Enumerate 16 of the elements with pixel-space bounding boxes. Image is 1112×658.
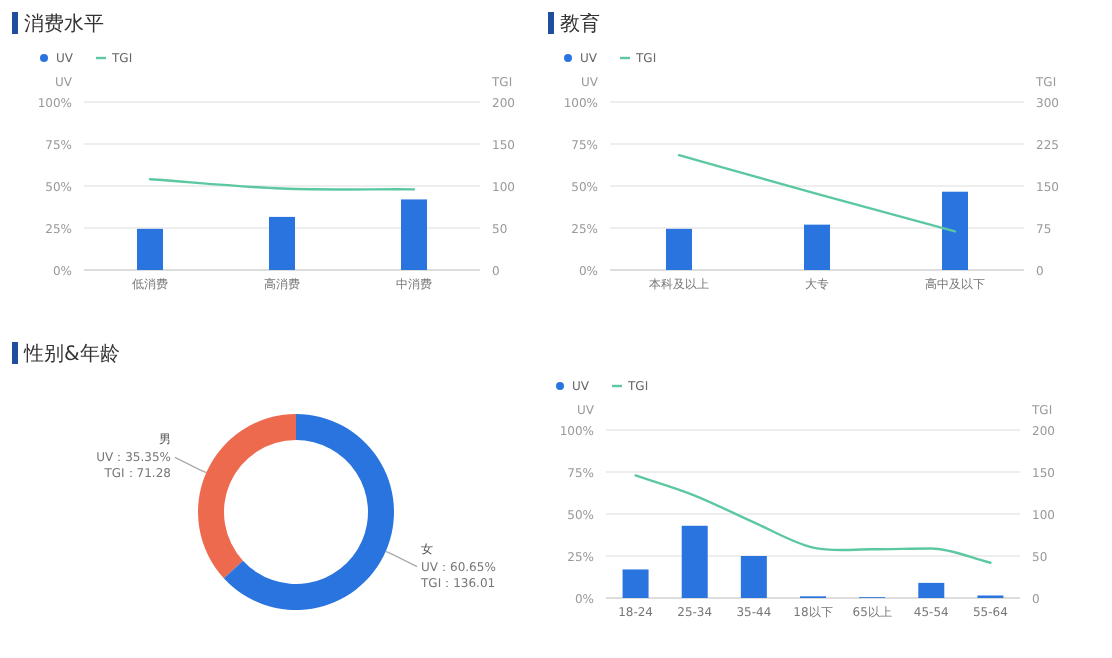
bar: [804, 224, 830, 270]
bar: [401, 199, 427, 270]
chart-title: 消费水平: [24, 12, 104, 36]
bar: [666, 228, 692, 270]
line-series: [634, 474, 992, 564]
bar: [269, 216, 295, 270]
donut-slice: [198, 414, 296, 579]
bar: [681, 525, 708, 598]
bar: [918, 582, 945, 598]
donut-slice: [223, 414, 394, 610]
chart-title: 性别&年龄: [22, 342, 120, 366]
chart-title: 教育: [560, 12, 600, 36]
bar: [137, 228, 163, 270]
bar: [942, 191, 968, 270]
bar: [740, 556, 767, 598]
bar: [622, 569, 649, 598]
